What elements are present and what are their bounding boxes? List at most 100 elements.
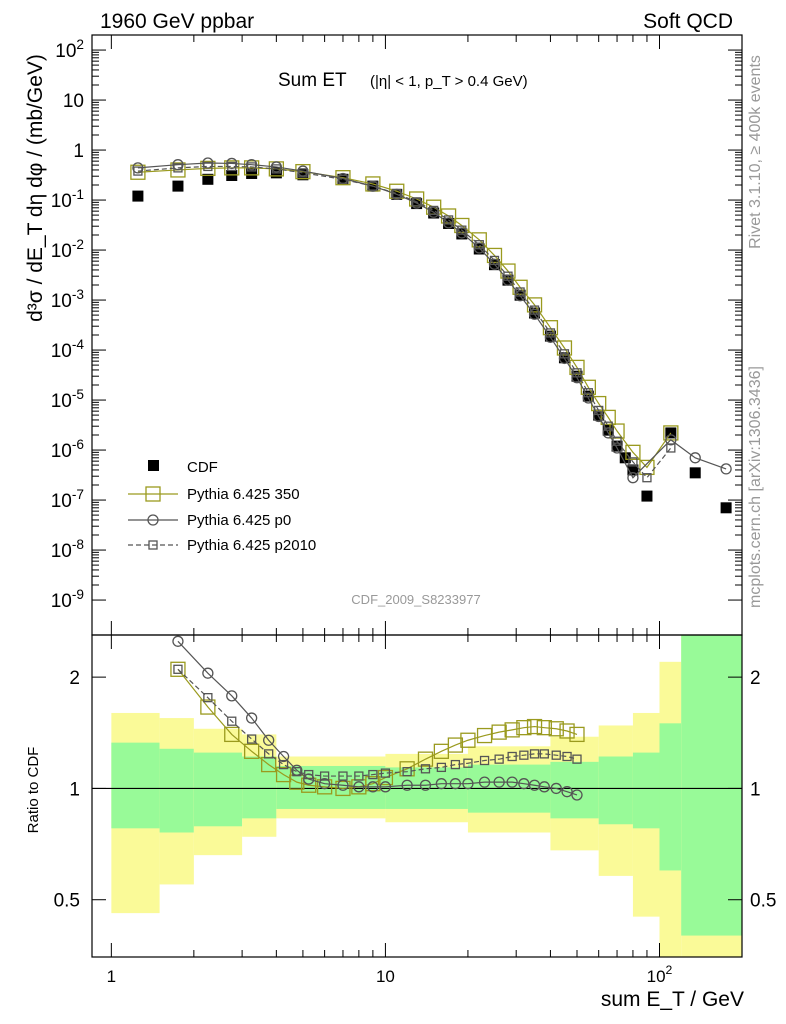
ratio-y-axis-label: Ratio to CDF — [25, 747, 42, 834]
main-series-marker — [298, 168, 308, 178]
y-tick-label: 10-4 — [51, 337, 85, 362]
main-series-line — [137, 167, 672, 469]
ratio-series-marker — [319, 771, 330, 781]
legend-label-350: Pythia 6.425 350 — [187, 486, 300, 503]
main-series-marker — [559, 349, 570, 359]
ratio-series-marker — [529, 749, 540, 759]
ratio-series-marker — [401, 779, 413, 791]
main-series-marker — [203, 161, 213, 172]
ratio-series-marker — [551, 750, 561, 760]
main-series-marker — [642, 473, 652, 483]
main-series-marker — [133, 166, 143, 176]
plot-subtitle: (|η| < 1, p_T > 0.4 GeV) — [370, 73, 528, 90]
ratio-series-marker — [420, 764, 431, 774]
main-series-marker — [367, 180, 379, 192]
band-inner — [242, 756, 277, 819]
ratio-series-marker — [494, 754, 504, 764]
cdf-data-point — [428, 207, 440, 219]
main-series-marker — [488, 258, 501, 270]
cdf-data-point — [202, 173, 214, 185]
y-tick-label: 10-3 — [51, 287, 84, 312]
main-series-marker — [627, 472, 639, 484]
x-tick-label: 10 — [376, 967, 395, 986]
main-series-marker — [457, 225, 467, 235]
ratio-series-marker — [227, 716, 237, 726]
main-series-marker — [572, 368, 582, 378]
cdf-data-point — [337, 173, 349, 185]
ratio-y-tick-label: 0.5 — [54, 891, 80, 912]
main-series-marker — [514, 290, 526, 302]
plot-title: Sum ET — [278, 70, 347, 91]
y-tick-label: 10-7 — [51, 487, 84, 512]
ratio-series-layer — [170, 635, 585, 801]
band-inner — [632, 752, 660, 829]
ratio-series-marker — [561, 786, 573, 798]
ratio-series-marker — [536, 720, 552, 736]
legend-marker-350 — [145, 486, 161, 502]
cdf-data-point — [641, 490, 653, 502]
main-series-marker — [338, 174, 348, 184]
ratio-y-tick-label-right: 1 — [750, 779, 761, 800]
header-right: Soft QCD — [643, 10, 733, 33]
ratio-series-marker — [435, 778, 448, 790]
band-inner — [193, 752, 243, 827]
main-series-marker — [200, 160, 216, 177]
main-series-marker — [456, 227, 468, 239]
main-series-marker — [471, 232, 487, 248]
ratio-series-marker — [463, 758, 473, 768]
main-series-marker — [442, 217, 455, 229]
ratio-y-tick-label-right: 0.5 — [750, 891, 776, 912]
ratio-y-tick-label: 1 — [69, 779, 80, 800]
band-inner — [159, 748, 194, 833]
ratio-series-marker — [367, 781, 379, 793]
cdf-data-point — [132, 190, 144, 202]
band-inner — [598, 756, 633, 825]
main-series-marker — [612, 436, 622, 446]
ratio-series-marker — [200, 699, 216, 715]
analysis-id: CDF_2009_S8233977 — [351, 592, 480, 607]
cdf-data-point — [571, 370, 583, 382]
ratio-series-marker — [493, 776, 505, 788]
x-tick-label: 1 — [107, 967, 116, 986]
ratio-series-marker — [246, 734, 257, 744]
cdf-data-point — [582, 390, 594, 402]
y-tick-label: 1 — [73, 141, 84, 162]
ratio-series-marker — [550, 782, 562, 795]
main-series-marker — [583, 388, 593, 398]
main-series-marker — [474, 240, 484, 250]
ratio-series-marker — [539, 749, 549, 759]
main-series-marker — [202, 157, 214, 169]
main-series-marker — [594, 405, 604, 416]
main-series-marker — [392, 188, 402, 199]
ratio-series-marker — [562, 751, 572, 762]
main-series-marker — [271, 164, 282, 174]
main-series-marker — [428, 206, 440, 218]
ratio-frame — [91, 634, 743, 958]
ratio-series-marker — [538, 781, 550, 793]
site-label: mcplots.cern.ch [arXiv:1306.3436] — [747, 366, 764, 608]
main-series-marker — [270, 161, 283, 173]
main-series-marker — [132, 162, 144, 174]
x-axis-label: sum E_T / GeV — [601, 988, 744, 1011]
main-series-marker — [246, 162, 257, 172]
ratio-series-marker — [449, 778, 462, 790]
ratio-series-marker — [478, 776, 491, 788]
main-series-marker — [389, 183, 405, 199]
legend-marker-p0 — [147, 514, 159, 526]
ratio-series-marker — [379, 781, 392, 793]
band-inner — [111, 742, 160, 829]
cdf-data-point — [297, 169, 309, 181]
ratio-series-marker — [224, 726, 240, 743]
cdf-data-point — [172, 180, 184, 192]
ratio-series-marker — [491, 724, 507, 740]
ratio-series-marker — [202, 667, 214, 679]
cdf-data-point — [619, 452, 631, 464]
main-series-marker — [602, 427, 614, 439]
main-series-marker — [172, 159, 184, 171]
ratio-series-marker — [354, 771, 364, 781]
main-series-marker — [170, 162, 186, 178]
main-series-marker — [689, 452, 701, 464]
x-tick-label: 102 — [647, 963, 673, 986]
y-tick-label: 10-8 — [51, 537, 85, 562]
